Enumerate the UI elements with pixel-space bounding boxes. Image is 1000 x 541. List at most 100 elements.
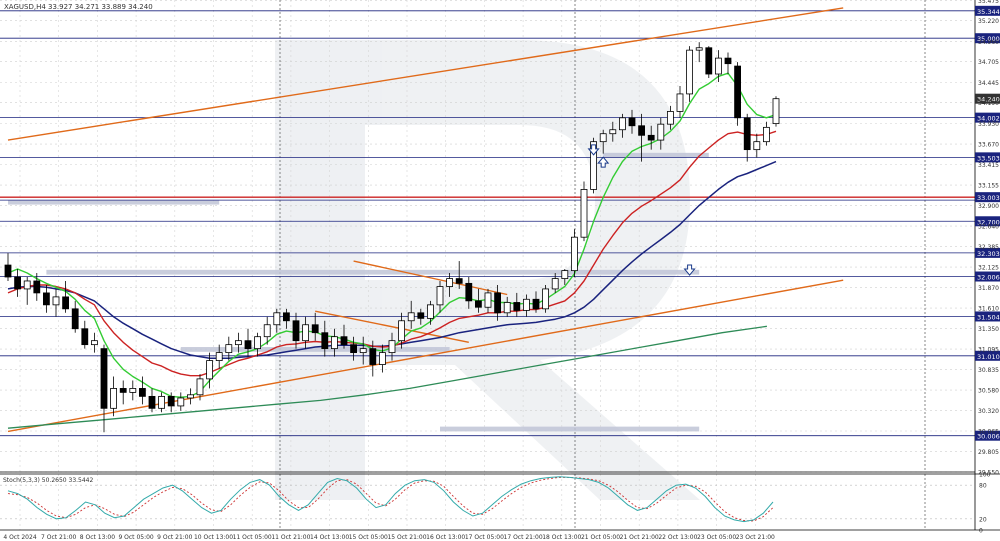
candle-bullish <box>772 98 780 125</box>
trendline <box>7 7 844 141</box>
level-price-tag <box>975 33 1000 44</box>
candle-bearish <box>71 308 79 330</box>
time-tick-label: 17 Oct 05:00 <box>465 534 504 541</box>
price-tick-label: 34.705 <box>978 59 999 66</box>
time-tick-label: 18 Oct 13:00 <box>542 534 581 541</box>
candle-bullish <box>196 378 204 396</box>
price-tick-label: 32.640 <box>978 224 999 231</box>
stoch-tick-label: 20 <box>979 516 987 523</box>
support-zone <box>46 269 700 275</box>
level-price-tag <box>975 152 1000 163</box>
candle-bearish <box>638 125 645 136</box>
support-zones <box>8 152 709 432</box>
candle-bullish <box>609 129 617 135</box>
candle-bearish <box>4 264 12 278</box>
candle-bearish <box>417 312 425 319</box>
candle-bullish <box>158 395 166 409</box>
stochastic-oscillator: 100 80 20 0 <box>0 472 991 535</box>
candle-bullish <box>177 397 185 407</box>
candle-bullish <box>91 340 98 346</box>
candle-bullish <box>619 117 626 131</box>
level-price-tag <box>975 311 1000 322</box>
level-price-tag <box>975 247 1000 258</box>
time-tick-label: 9 Oct 21:00 <box>157 534 192 541</box>
time-tick-label: 21 Oct 05:00 <box>581 534 620 541</box>
candle-bearish <box>494 292 502 314</box>
time-tick-label: 11 Oct 05:00 <box>233 534 272 541</box>
level-price-label: 32.303 <box>977 250 1000 258</box>
current-price-tag <box>975 93 1000 104</box>
price-tick-label: 33.670 <box>978 142 999 149</box>
price-tick-label: 35.475 <box>978 0 999 5</box>
candle-bearish <box>465 282 473 302</box>
candle-bearish <box>282 312 290 322</box>
level-price-tag <box>975 5 1000 16</box>
candle-bearish <box>628 117 636 127</box>
time-tick-label: 14 Oct 13:00 <box>310 534 349 541</box>
level-price-tag <box>975 430 1000 441</box>
price-tick-label: 32.900 <box>978 203 999 210</box>
time-tick-label: 10 Oct 13:00 <box>194 534 233 541</box>
candle-bullish <box>763 126 770 143</box>
price-tick-label: 32.125 <box>978 265 999 272</box>
time-tick-label: 8 Oct 13:00 <box>80 534 115 541</box>
candle-bullish <box>571 236 578 272</box>
candle-bearish <box>33 280 41 294</box>
candle-bullish <box>426 304 434 319</box>
time-tick-label: 15 Oct 05:00 <box>349 534 388 541</box>
time-tick-label: 4 Oct 2024 <box>3 534 36 541</box>
candle-bullish <box>215 352 223 361</box>
trendline <box>7 279 844 433</box>
candle-bullish <box>254 336 262 350</box>
candle-bullish <box>676 93 684 112</box>
time-tick-label: 7 Oct 21:00 <box>41 534 76 541</box>
level-price-label: 30.006 <box>977 433 1000 441</box>
candle-bearish <box>647 134 655 141</box>
candle-bullish <box>599 133 607 143</box>
candle-bullish <box>129 388 137 393</box>
candle-bullish <box>484 292 492 308</box>
candle-bearish <box>311 324 319 334</box>
candle-bearish <box>705 47 713 75</box>
time-tick-label: 15 Oct 21:00 <box>387 534 426 541</box>
ma-long-line <box>7 325 767 429</box>
price-tick-label: 35.220 <box>978 18 999 25</box>
time-tick-label: 17 Oct 21:00 <box>504 534 543 541</box>
stoch-tick-label: 80 <box>979 483 987 490</box>
candle-bullish <box>542 288 549 310</box>
price-tick-label: 30.580 <box>978 388 999 395</box>
level-price-label: 31.010 <box>977 353 1000 361</box>
level-price-label: 35.000 <box>977 35 1000 43</box>
trendline <box>353 260 508 296</box>
level-price-label: 32.700 <box>977 218 1000 226</box>
candle-bearish <box>513 302 521 311</box>
price-tick-label: 33.930 <box>978 121 999 128</box>
candle-bullish <box>398 320 406 342</box>
candle-bullish <box>561 270 569 279</box>
price-tick-label: 31.870 <box>978 285 999 292</box>
level-price-tag <box>975 216 1000 227</box>
candle-bullish <box>23 280 31 290</box>
stoch-tick-label: 100 <box>979 472 991 479</box>
candle-bearish <box>244 340 252 350</box>
candle-bullish <box>580 189 588 238</box>
candle-bullish <box>407 312 415 322</box>
time-tick-label: 9 Oct 05:00 <box>118 534 153 541</box>
candle-bearish <box>167 395 175 407</box>
candle-bullish <box>388 340 396 354</box>
candle-bullish <box>330 336 338 350</box>
candle-bullish <box>263 324 271 338</box>
candle-bullish <box>206 360 214 380</box>
candle-bearish <box>321 332 329 350</box>
support-zone <box>440 426 700 432</box>
stoch-signal-line <box>7 476 774 522</box>
level-price-label: 31.504 <box>977 313 1000 321</box>
level-price-label: 34.002 <box>977 115 1000 123</box>
price-axis: 35.344 35.000 34.002 33.503 33.003 32.700 32.3… <box>975 0 1000 477</box>
annotation-arrows <box>587 144 696 276</box>
candle-bullish <box>302 324 310 342</box>
candle-bearish <box>532 298 540 310</box>
candle-bullish <box>436 286 444 306</box>
